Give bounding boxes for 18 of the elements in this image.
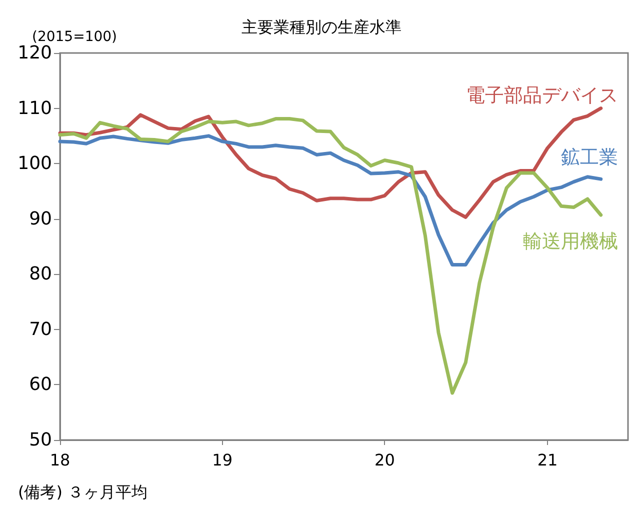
- chart-title: 主要業種別の生産水準: [242, 18, 402, 36]
- y-tick-label: 50: [29, 430, 52, 450]
- x-tick-label: 18: [50, 450, 70, 470]
- x-tick-label: 21: [537, 450, 558, 470]
- y-tick-label: 60: [29, 374, 52, 396]
- text: (備考) ３ヶ月平均: [18, 482, 148, 502]
- y-tick-label: 80: [29, 264, 52, 285]
- y-tick-label: 100: [18, 153, 52, 174]
- y-tick-label: 120: [18, 42, 52, 64]
- series-label: 電子部品デバイス: [466, 84, 618, 106]
- series-label: 輸送用機械: [523, 230, 618, 252]
- x-tick-label: 19: [212, 450, 233, 470]
- y-tick-label: 70: [29, 318, 52, 340]
- y-tick-label: 110: [18, 98, 52, 119]
- x-tick-label: 20: [374, 450, 395, 470]
- series-label: 鉱工業: [561, 146, 618, 168]
- y-axis-title: (2015=100): [32, 29, 118, 46]
- y-tick-label: 90: [29, 208, 52, 230]
